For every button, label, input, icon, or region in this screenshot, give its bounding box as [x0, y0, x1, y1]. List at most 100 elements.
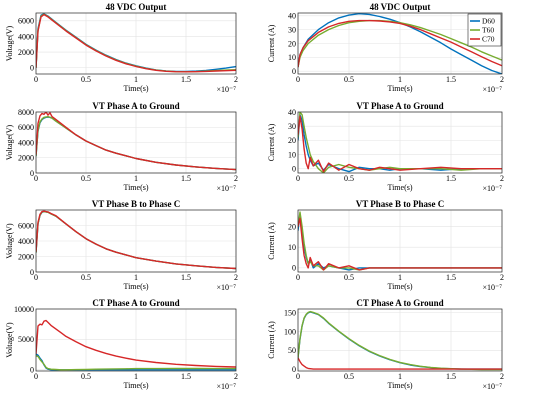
y-tick-label: 20: [288, 136, 296, 145]
subplot-7: 0 0.5 1 1.5 2 0 5000 10000 CT Phase A to Ground T…: [5, 298, 238, 391]
y-tick-label: 2000: [18, 252, 34, 261]
x-exponent-label: ×10⁻⁷: [482, 283, 502, 292]
x-tick-label: 2: [500, 174, 504, 183]
y-tick-label: 50: [288, 346, 296, 355]
x-exponent-label: ×10⁻⁷: [216, 85, 236, 94]
series-line-c70: [298, 217, 502, 271]
subplot-8: 0 0.5 1 1.5 2 0 50 100 150 CT Phase A to Ground Ti…: [267, 298, 504, 391]
x-tick-label: 1: [398, 273, 402, 282]
series-line-c70: [36, 112, 236, 171]
y-tick-label: 0: [292, 365, 296, 374]
y-tick-label: 6000: [18, 17, 34, 26]
x-tick-label: 1: [134, 372, 138, 381]
x-tick-label: 0: [34, 75, 38, 84]
series-line-c70: [36, 13, 236, 73]
x-tick-label: 2: [234, 273, 238, 282]
x-tick-label: 0: [296, 273, 300, 282]
series-line-t60: [36, 355, 236, 371]
x-axis-label: Time(s): [123, 84, 148, 93]
x-tick-label: 1: [134, 174, 138, 183]
y-tick-label: 0: [292, 67, 296, 76]
y-axis-label: Voltage(V): [5, 124, 14, 160]
y-tick-label: 10000: [14, 305, 34, 314]
y-tick-label: 0: [292, 165, 296, 174]
x-tick-label: 1.5: [181, 75, 191, 84]
y-tick-label: 100: [284, 327, 296, 336]
x-tick-label: 0.5: [81, 273, 91, 282]
y-tick-label: 20: [288, 39, 296, 48]
x-tick-label: 0: [296, 174, 300, 183]
y-tick-label: 4000: [18, 32, 34, 41]
y-tick-label: 0: [30, 366, 34, 375]
subplot-1: 0 0.5 1 1.5 2 0 2000 4000 6000 48 VDC Output Time(…: [5, 2, 238, 94]
y-tick-label: 30: [288, 25, 296, 34]
x-exponent-label: ×10⁻⁷: [216, 382, 236, 391]
axes-box: [297, 111, 503, 174]
y-tick-label: 2000: [18, 48, 34, 57]
y-axis-label: Voltage(V): [5, 25, 14, 61]
series-line-c70: [36, 210, 236, 270]
x-tick-label: 0.5: [81, 372, 91, 381]
x-tick-label: 0.5: [344, 273, 354, 282]
x-axis-label: Time(s): [387, 282, 412, 291]
legend-entry-c70: C70: [482, 35, 495, 44]
series-line-c70: [36, 319, 236, 368]
subplot-title: VT Phase B to Phase C: [92, 199, 181, 209]
x-tick-label: 2: [234, 75, 238, 84]
subplot-title: 48 VDC Output: [106, 2, 167, 12]
x-tick-label: 0.5: [81, 174, 91, 183]
x-tick-label: 2: [234, 174, 238, 183]
subplot-title: VT Phase B to Phase C: [356, 199, 445, 209]
legend-entry-d60: D60: [482, 17, 495, 26]
y-tick-label: 30: [288, 122, 296, 131]
x-tick-label: 2: [500, 75, 504, 84]
subplot-title: CT Phase A to Ground: [92, 298, 179, 308]
y-tick-label: 4000: [18, 138, 34, 147]
x-tick-label: 2: [500, 372, 504, 381]
x-axis-label: Time(s): [123, 183, 148, 192]
x-tick-label: 0: [296, 75, 300, 84]
x-exponent-label: ×10⁻⁷: [216, 184, 236, 193]
y-tick-label: 150: [284, 309, 296, 318]
x-tick-label: 1.5: [446, 75, 456, 84]
x-axis-label: Time(s): [387, 183, 412, 192]
x-tick-label: 0: [34, 273, 38, 282]
axes-box: [297, 209, 503, 273]
y-tick-label: 10: [288, 243, 296, 252]
subplot-3: 0 0.5 1 1.5 2 0 2000 4000 6000 8000 VT Phase A to …: [5, 101, 238, 193]
y-tick-label: 20: [288, 222, 296, 231]
x-tick-label: 0.5: [81, 75, 91, 84]
subplot-5: 0 0.5 1 1.5 2 0 2000 4000 6000 VT Phase B to Phas…: [5, 199, 238, 292]
y-tick-label: 6000: [18, 221, 34, 230]
x-tick-label: 2: [234, 372, 238, 381]
y-tick-label: 0: [30, 64, 34, 73]
subplot-title: CT Phase A to Ground: [356, 298, 443, 308]
series-line-t60: [298, 310, 502, 371]
x-tick-label: 2: [500, 273, 504, 282]
x-tick-label: 1.5: [181, 372, 191, 381]
x-exponent-label: ×10⁻⁷: [482, 184, 502, 193]
x-tick-label: 0.5: [344, 174, 354, 183]
y-tick-label: 6000: [18, 123, 34, 132]
x-tick-label: 1.5: [181, 273, 191, 282]
legend-entry-t60: T60: [482, 26, 494, 35]
y-tick-label: 5000: [18, 335, 34, 344]
x-tick-label: 1.5: [446, 273, 456, 282]
x-exponent-label: ×10⁻⁷: [216, 283, 236, 292]
x-tick-label: 0.5: [344, 75, 354, 84]
x-tick-label: 0.5: [344, 372, 354, 381]
x-tick-label: 1: [398, 75, 402, 84]
axes-box: [297, 308, 503, 372]
y-tick-label: 8000: [18, 108, 34, 117]
x-tick-label: 1.5: [446, 372, 456, 381]
x-axis-label: Time(s): [123, 381, 148, 390]
y-axis-label: Current (A): [267, 123, 276, 161]
y-axis-label: Current (A): [267, 24, 276, 62]
axes-box: [297, 12, 503, 75]
x-tick-label: 1: [398, 372, 402, 381]
x-axis-label: Time(s): [387, 381, 412, 390]
subplot-title: 48 VDC Output: [370, 2, 431, 12]
x-axis-label: Time(s): [387, 84, 412, 93]
